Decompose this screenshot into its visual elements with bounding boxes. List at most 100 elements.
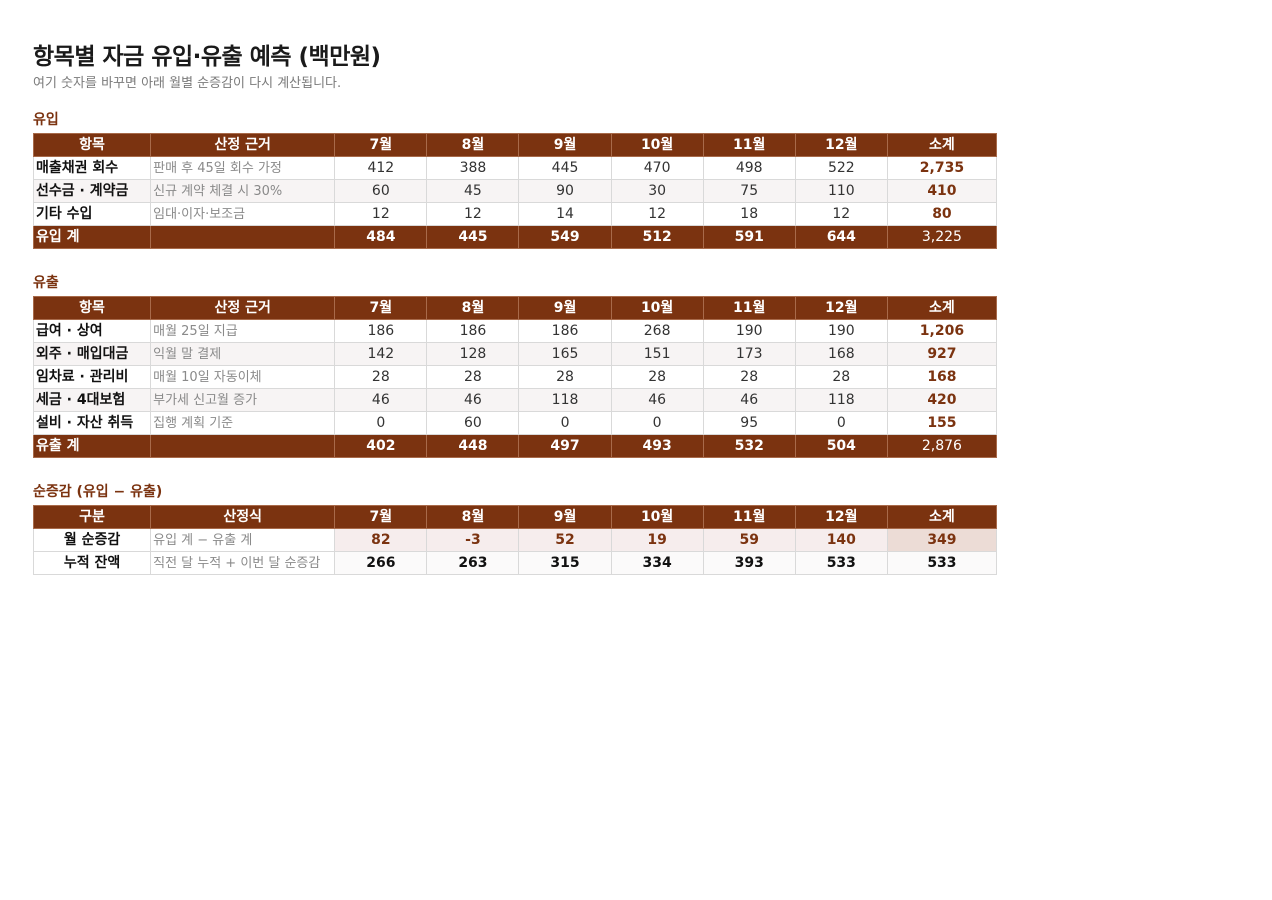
value-cell[interactable]: 173 bbox=[702, 342, 796, 366]
value-cell[interactable]: 0 bbox=[518, 411, 612, 435]
net-section-label: 순증감 (유입 − 유출) bbox=[33, 484, 163, 500]
table-row: 급여 · 상여 매월 25일 지급 186 186 186 268 190 19… bbox=[32, 319, 998, 343]
row-label: 설비 · 자산 취득 bbox=[32, 411, 152, 435]
value-cell[interactable]: 12 bbox=[426, 202, 520, 226]
column-header: 10월 bbox=[610, 133, 704, 157]
value-cell[interactable]: 412 bbox=[334, 156, 428, 180]
value-cell[interactable]: 522 bbox=[794, 156, 888, 180]
balance-cell: 393 bbox=[702, 551, 796, 575]
value-cell[interactable]: 190 bbox=[702, 319, 796, 343]
subtotal-cell: 80 bbox=[886, 202, 998, 226]
row-label: 세금 · 4대보험 bbox=[32, 388, 152, 412]
row-basis: 익월 말 결제 bbox=[150, 342, 336, 366]
value-cell[interactable]: 28 bbox=[518, 365, 612, 389]
subtotal-cell: 2,735 bbox=[886, 156, 998, 180]
value-cell[interactable]: 118 bbox=[518, 388, 612, 412]
net-cell: 52 bbox=[518, 528, 612, 552]
value-cell[interactable]: 128 bbox=[426, 342, 520, 366]
total-cell: 493 bbox=[610, 434, 704, 458]
value-cell[interactable]: 0 bbox=[334, 411, 428, 435]
value-cell[interactable]: 95 bbox=[702, 411, 796, 435]
row-basis: 집행 계획 기준 bbox=[150, 411, 336, 435]
value-cell[interactable]: 12 bbox=[610, 202, 704, 226]
value-cell[interactable]: 470 bbox=[610, 156, 704, 180]
value-cell[interactable]: 14 bbox=[518, 202, 612, 226]
column-header: 10월 bbox=[610, 505, 704, 529]
value-cell[interactable]: 168 bbox=[794, 342, 888, 366]
row-label: 누적 잔액 bbox=[32, 551, 152, 575]
value-cell[interactable]: 45 bbox=[426, 179, 520, 203]
outflow-total-row: 유출 계 402 448 497 493 532 504 2,876 bbox=[32, 434, 998, 458]
subtotal-cell: 420 bbox=[886, 388, 998, 412]
column-header: 7월 bbox=[334, 133, 428, 157]
value-cell[interactable]: 142 bbox=[334, 342, 428, 366]
net-subtotal-cell: 349 bbox=[886, 528, 998, 552]
value-cell[interactable]: 186 bbox=[334, 319, 428, 343]
total-cell: 484 bbox=[334, 225, 428, 249]
value-cell[interactable]: 18 bbox=[702, 202, 796, 226]
column-header: 11월 bbox=[702, 296, 796, 320]
column-header: 8월 bbox=[426, 505, 520, 529]
value-cell[interactable]: 28 bbox=[702, 365, 796, 389]
column-header: 12월 bbox=[794, 133, 888, 157]
column-header: 11월 bbox=[702, 505, 796, 529]
outflow-header-row: 항목 산정 근거 7월 8월 9월 10월 11월 12월 소계 bbox=[32, 296, 998, 320]
value-cell[interactable]: 186 bbox=[518, 319, 612, 343]
value-cell[interactable]: 0 bbox=[610, 411, 704, 435]
total-cell: 512 bbox=[610, 225, 704, 249]
value-cell[interactable]: 28 bbox=[426, 365, 520, 389]
balance-cell: 315 bbox=[518, 551, 612, 575]
column-header: 7월 bbox=[334, 505, 428, 529]
table-row: 선수금 · 계약금 신규 계약 체결 시 30% 60 45 90 30 75 … bbox=[32, 179, 998, 203]
value-cell[interactable]: 46 bbox=[334, 388, 428, 412]
row-label: 외주 · 매입대금 bbox=[32, 342, 152, 366]
value-cell[interactable]: 151 bbox=[610, 342, 704, 366]
value-cell[interactable]: 75 bbox=[702, 179, 796, 203]
total-cell: 445 bbox=[426, 225, 520, 249]
balance-cell: 266 bbox=[334, 551, 428, 575]
value-cell[interactable]: 46 bbox=[426, 388, 520, 412]
column-header: 9월 bbox=[518, 133, 612, 157]
total-cell: 644 bbox=[794, 225, 888, 249]
value-cell[interactable]: 0 bbox=[794, 411, 888, 435]
value-cell[interactable]: 12 bbox=[794, 202, 888, 226]
value-cell[interactable]: 28 bbox=[334, 365, 428, 389]
value-cell[interactable]: 28 bbox=[610, 365, 704, 389]
value-cell[interactable]: 190 bbox=[794, 319, 888, 343]
column-header: 구분 bbox=[32, 505, 152, 529]
value-cell[interactable]: 30 bbox=[610, 179, 704, 203]
value-cell[interactable]: 498 bbox=[702, 156, 796, 180]
row-label: 선수금 · 계약금 bbox=[32, 179, 152, 203]
table-row: 외주 · 매입대금 익월 말 결제 142 128 165 151 173 16… bbox=[32, 342, 998, 366]
value-cell[interactable]: 60 bbox=[334, 179, 428, 203]
row-basis bbox=[150, 225, 336, 249]
total-cell: 448 bbox=[426, 434, 520, 458]
row-basis: 임대·이자·보조금 bbox=[150, 202, 336, 226]
net-cell: 59 bbox=[702, 528, 796, 552]
row-label: 유입 계 bbox=[32, 225, 152, 249]
value-cell[interactable]: 268 bbox=[610, 319, 704, 343]
value-cell[interactable]: 90 bbox=[518, 179, 612, 203]
table-row: 기타 수입 임대·이자·보조금 12 12 14 12 18 12 80 bbox=[32, 202, 998, 226]
value-cell[interactable]: 46 bbox=[610, 388, 704, 412]
value-cell[interactable]: 165 bbox=[518, 342, 612, 366]
value-cell[interactable]: 60 bbox=[426, 411, 520, 435]
value-cell[interactable]: 12 bbox=[334, 202, 428, 226]
outflow-section-label: 유출 bbox=[33, 275, 59, 291]
net-header-row: 구분 산정식 7월 8월 9월 10월 11월 12월 소계 bbox=[32, 505, 998, 529]
value-cell[interactable]: 28 bbox=[794, 365, 888, 389]
value-cell[interactable]: 46 bbox=[702, 388, 796, 412]
monthly-net-row: 월 순증감 유입 계 − 유출 계 82 -3 52 19 59 140 349 bbox=[32, 528, 998, 552]
row-basis: 판매 후 45일 회수 가정 bbox=[150, 156, 336, 180]
value-cell[interactable]: 118 bbox=[794, 388, 888, 412]
balance-cell: 334 bbox=[610, 551, 704, 575]
value-cell[interactable]: 388 bbox=[426, 156, 520, 180]
column-header: 8월 bbox=[426, 133, 520, 157]
row-basis: 부가세 신고월 증가 bbox=[150, 388, 336, 412]
value-cell[interactable]: 445 bbox=[518, 156, 612, 180]
row-basis: 신규 계약 체결 시 30% bbox=[150, 179, 336, 203]
column-header: 산정식 bbox=[150, 505, 336, 529]
value-cell[interactable]: 186 bbox=[426, 319, 520, 343]
subtotal-cell: 927 bbox=[886, 342, 998, 366]
value-cell[interactable]: 110 bbox=[794, 179, 888, 203]
